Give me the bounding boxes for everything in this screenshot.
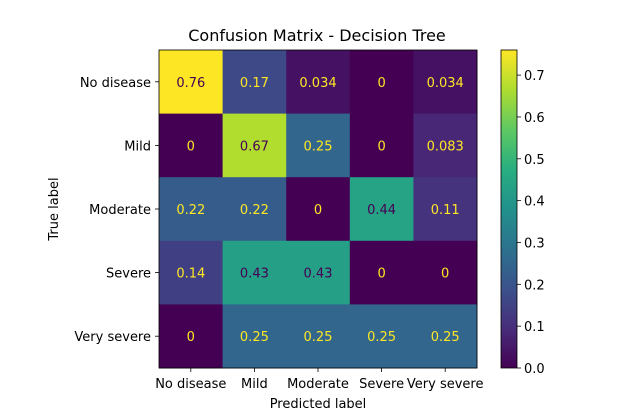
cell-value-label: 0.11 bbox=[431, 203, 460, 218]
cell-value-label: 0.43 bbox=[304, 267, 333, 282]
y-tick-label: Moderate bbox=[89, 203, 151, 218]
cell-value-label: 0.43 bbox=[240, 267, 269, 282]
cell-value-label: 0 bbox=[187, 139, 195, 154]
cell-value-label: 0.25 bbox=[304, 139, 333, 154]
cell-value-label: 0 bbox=[187, 330, 195, 345]
heatmap-cell bbox=[159, 113, 224, 178]
x-tick-label: No disease bbox=[155, 377, 226, 392]
heatmap-cell bbox=[349, 177, 414, 242]
cell-value-label: 0 bbox=[441, 267, 449, 282]
colorbar-tick-label: 0.6 bbox=[524, 111, 545, 126]
cell-value-label: 0.17 bbox=[240, 76, 269, 91]
y-tick-label: Very severe bbox=[74, 330, 151, 345]
cell-value-label: 0.034 bbox=[299, 76, 336, 91]
x-tick-label: Very severe bbox=[407, 377, 484, 392]
heatmap-cells bbox=[159, 50, 478, 369]
cell-value-label: 0.76 bbox=[176, 76, 205, 91]
colorbar bbox=[500, 49, 518, 369]
colorbar-tick-label: 0.7 bbox=[524, 69, 545, 84]
chart-title: Confusion Matrix - Decision Tree bbox=[188, 26, 446, 45]
heatmap-cell bbox=[413, 304, 478, 369]
heatmap-cell bbox=[413, 240, 478, 305]
x-tick-label: Mild bbox=[241, 377, 268, 392]
y-tick-label: Mild bbox=[124, 139, 151, 154]
colorbar-tick-label: 0.4 bbox=[524, 195, 545, 210]
cell-value-label: 0 bbox=[377, 267, 385, 282]
cell-value-label: 0.25 bbox=[431, 330, 460, 345]
heatmap-cell bbox=[222, 113, 287, 178]
heatmap-cell bbox=[286, 304, 351, 369]
cell-value-label: 0.22 bbox=[240, 203, 269, 218]
heatmap-cell bbox=[159, 50, 224, 115]
cell-value-label: 0.034 bbox=[427, 76, 464, 91]
cell-value-label: 0.67 bbox=[240, 139, 269, 154]
cell-value-label: 0.25 bbox=[304, 330, 333, 345]
heatmap-cell bbox=[286, 113, 351, 178]
heatmap-cell bbox=[222, 304, 287, 369]
x-tick-label: Moderate bbox=[287, 377, 349, 392]
y-axis-label: True label bbox=[47, 177, 62, 241]
y-tick-label: No disease bbox=[80, 76, 151, 91]
heatmap-cell bbox=[413, 50, 478, 115]
heatmap-cell bbox=[413, 113, 478, 178]
colorbar-tick-label: 0.2 bbox=[524, 278, 545, 293]
x-axis-ticks: No disease Mild Moderate Severe Very severe bbox=[155, 368, 483, 392]
colorbar-ticks: 0.0 0.1 0.2 0.3 0.4 0.5 0.6 0.7 bbox=[517, 69, 545, 377]
cell-value-label: 0.25 bbox=[367, 330, 396, 345]
heatmap-cell bbox=[159, 304, 224, 369]
colorbar-tick-label: 0.5 bbox=[524, 153, 545, 168]
heatmap-cell bbox=[349, 304, 414, 369]
heatmap-cell bbox=[286, 240, 351, 305]
cell-value-label: 0.25 bbox=[240, 330, 269, 345]
heatmap-cell bbox=[413, 177, 478, 242]
cell-value-label: 0 bbox=[377, 76, 385, 91]
heatmap-cell bbox=[222, 50, 287, 115]
heatmap-cell-labels: 0.76 0.17 0.034 0 0.034 0 0.67 0.25 0 0.083 0.22 0.… bbox=[176, 76, 463, 345]
y-tick-label: Severe bbox=[106, 267, 151, 282]
y-axis-ticks: No disease Mild Moderate Severe Very severe bbox=[74, 76, 159, 345]
heatmap-cell bbox=[286, 50, 351, 115]
heatmap-cell bbox=[349, 50, 414, 115]
cell-value-label: 0.14 bbox=[176, 267, 205, 282]
colorbar-tick-label: 0.3 bbox=[524, 236, 545, 251]
cell-value-label: 0 bbox=[377, 139, 385, 154]
heatmap-cell bbox=[222, 177, 287, 242]
cell-value-label: 0 bbox=[314, 203, 322, 218]
cell-value-label: 0.44 bbox=[367, 203, 396, 218]
colorbar-tick-label: 0.1 bbox=[524, 320, 545, 335]
heatmap-cell bbox=[349, 113, 414, 178]
colorbar-tick-label: 0.0 bbox=[524, 362, 545, 377]
heatmap-cell bbox=[159, 240, 224, 305]
x-axis-label: Predicted label bbox=[270, 397, 367, 412]
heatmap-cell bbox=[349, 240, 414, 305]
heatmap-cell bbox=[159, 177, 224, 242]
cell-value-label: 0.083 bbox=[427, 139, 464, 154]
heatmap-cell bbox=[286, 177, 351, 242]
heatmap-cell bbox=[222, 240, 287, 305]
x-tick-label: Severe bbox=[359, 377, 404, 392]
cell-value-label: 0.22 bbox=[176, 203, 205, 218]
